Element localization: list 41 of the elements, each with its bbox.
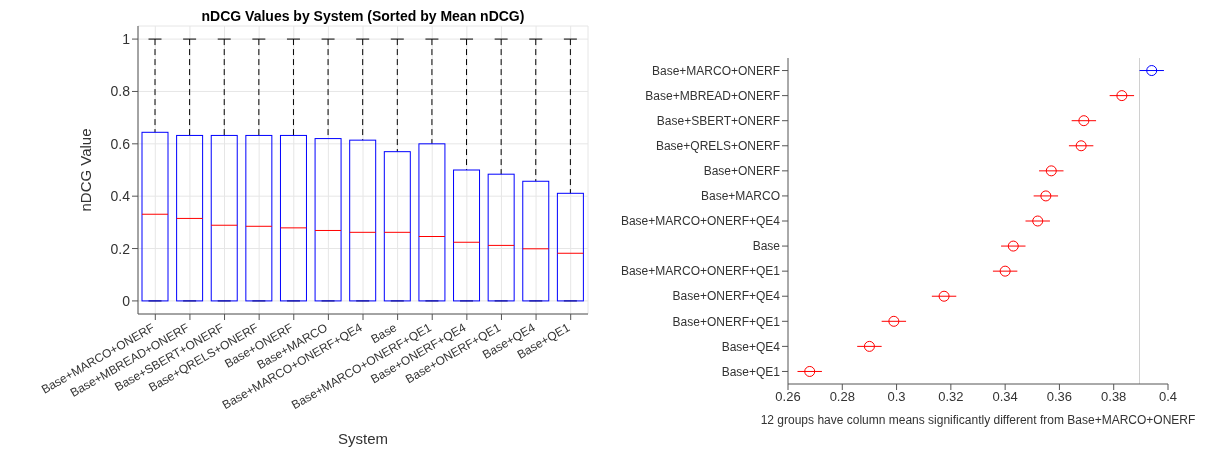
x-tick-label: 0.26 [775,389,801,405]
point [1032,215,1044,227]
x-tick-label: 0.3 [887,389,906,405]
point [999,265,1011,277]
x-axis-title: System [337,430,389,447]
point [1116,90,1128,102]
x-tick-label: 0.28 [829,389,855,405]
point [1078,115,1090,127]
point [1146,65,1158,77]
y-tick-label: 0.2 [110,240,131,257]
x-tick-label: 0.38 [1101,389,1127,405]
chart-title: nDCG Values by System (Sorted by Mean nDCG) [200,8,526,24]
y-tick-label: Base+SBERT+ONERF [656,113,780,128]
point [804,365,816,377]
x-tick-label: 0.36 [1046,389,1073,405]
y-tick-label: 0 [122,292,131,309]
x-axis-title: 12 groups have column means significantly different from Base+MARCO+ONERF [760,413,1196,427]
point [1040,190,1052,202]
x-tick-label: 0.32 [938,389,964,405]
y-tick-label: 0.8 [110,83,131,100]
y-tick-label: Base+MARCO+ONERF [651,63,780,78]
y-tick-label: 0.4 [110,188,131,205]
point [863,340,875,352]
y-tick-label: Base+QRELS+ONERF [655,139,780,154]
y-tick-label: Base+MBREAD+ONERF [645,88,780,103]
y-tick-label: Base [752,239,781,254]
x-tick-label: 0.34 [992,389,1018,405]
y-tick-label: 1 [122,31,131,48]
point [1075,140,1087,152]
y-tick-label: Base+MARCO+ONERF+QE4 [620,214,781,229]
y-tick-label: 0.6 [110,135,131,152]
y-tick-label: Base+MARCO [700,189,780,204]
point [888,315,900,327]
point [938,290,950,302]
y-tick-label: Base+MARCO+ONERF+QE1 [620,264,781,279]
x-tick-label: 0.4 [1158,389,1178,405]
y-axis-title: nDCG Value [77,128,95,212]
y-tick-label: Base+ONERF [703,164,780,179]
point [1007,240,1019,252]
y-tick-label: Base+ONERF+QE4 [672,289,781,304]
point [1045,165,1057,177]
